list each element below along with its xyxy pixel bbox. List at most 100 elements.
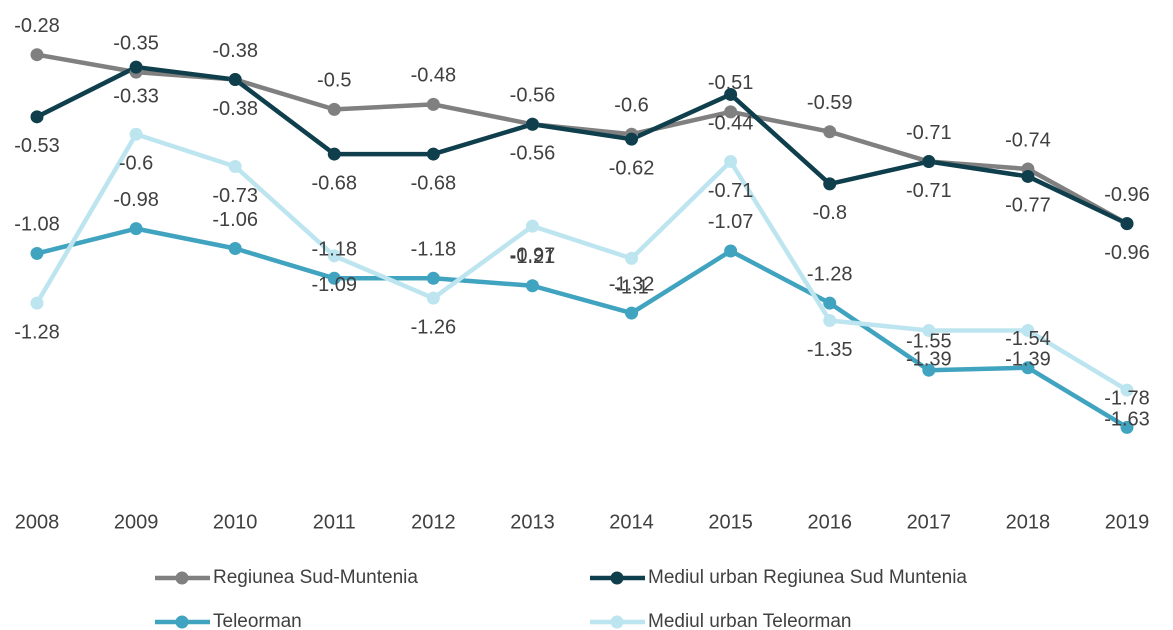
data-point xyxy=(724,105,738,119)
data-point xyxy=(30,246,44,260)
data-point xyxy=(724,244,738,258)
data-label: -1.35 xyxy=(807,339,853,361)
series-line xyxy=(36,52,1129,226)
data-label: -0.77 xyxy=(1005,195,1051,217)
data-label: -1.55 xyxy=(906,330,952,352)
data-label: -1.26 xyxy=(411,316,457,338)
data-label: -0.62 xyxy=(609,157,655,179)
data-label: -0.53 xyxy=(14,135,60,157)
data-label: -0.33 xyxy=(113,85,159,107)
data-label: -0.73 xyxy=(212,185,258,207)
data-point xyxy=(426,97,440,111)
data-label: -1.08 xyxy=(14,214,60,236)
data-point xyxy=(228,241,242,255)
data-label: -0.5 xyxy=(317,70,351,92)
data-label: -1.18 xyxy=(311,239,357,261)
legend-marker xyxy=(610,571,624,585)
data-point xyxy=(922,155,936,169)
series-line xyxy=(36,226,1129,430)
data-label: -0.44 xyxy=(708,113,754,135)
x-tick-label: 2013 xyxy=(510,511,555,533)
data-label: -0.48 xyxy=(411,65,457,87)
x-tick-label: 2017 xyxy=(907,511,952,533)
data-point xyxy=(426,271,440,285)
data-label: -0.68 xyxy=(411,172,457,194)
x-tick-label: 2011 xyxy=(313,511,356,533)
data-point xyxy=(327,249,341,263)
x-tick-label: 2012 xyxy=(411,511,456,533)
data-label: -1.78 xyxy=(1104,388,1150,410)
data-point xyxy=(724,155,738,169)
data-label: -0.56 xyxy=(510,85,556,107)
data-label: -0.38 xyxy=(212,98,258,120)
data-label: -1.28 xyxy=(807,263,853,285)
legend-marker xyxy=(175,615,189,629)
data-label: -0.28 xyxy=(14,15,60,37)
data-label: -0.96 xyxy=(1104,184,1150,206)
data-label: -0.71 xyxy=(906,180,952,202)
data-point xyxy=(525,279,539,293)
x-tick-label: 2008 xyxy=(15,511,60,533)
data-label: -0.74 xyxy=(1005,129,1051,151)
data-point xyxy=(724,87,738,101)
data-point xyxy=(1021,323,1035,337)
data-label: -0.97 xyxy=(510,244,556,266)
data-point xyxy=(30,48,44,62)
data-point xyxy=(1021,169,1035,183)
data-point xyxy=(625,132,639,146)
x-tick-label: 2016 xyxy=(807,511,852,533)
data-point xyxy=(823,314,837,328)
data-label: -1.39 xyxy=(1005,349,1051,371)
x-tick-label: 2010 xyxy=(213,511,258,533)
data-point xyxy=(228,160,242,174)
data-point xyxy=(129,222,143,236)
data-point xyxy=(228,73,242,87)
x-tick-label: 2019 xyxy=(1105,511,1150,533)
data-point xyxy=(525,117,539,131)
legend-marker xyxy=(610,615,624,629)
legend-label: Teleorman xyxy=(213,611,302,630)
data-point xyxy=(625,306,639,320)
data-point xyxy=(426,147,440,161)
series-line xyxy=(35,131,1129,393)
data-label: -0.71 xyxy=(708,180,754,202)
data-label: -1.63 xyxy=(1104,408,1150,430)
data-label: -0.6 xyxy=(119,152,153,174)
legend-label: Mediul urban Regiunea Sud Muntenia xyxy=(648,567,967,588)
data-label: -0.6 xyxy=(614,94,648,116)
legend-item: Mediul urban Teleorman xyxy=(590,611,852,630)
x-tick-label: 2018 xyxy=(1006,511,1051,533)
data-point xyxy=(1120,383,1134,397)
data-label: -0.51 xyxy=(708,72,754,94)
data-label: -0.35 xyxy=(113,32,159,54)
legend-label: Mediul urban Teleorman xyxy=(648,611,852,630)
legend-item: Regiunea Sud-Muntenia xyxy=(155,567,418,588)
data-point xyxy=(30,110,44,124)
data-label: -1.07 xyxy=(708,211,754,233)
series-line xyxy=(35,64,1128,226)
data-label: -0.96 xyxy=(1104,242,1150,264)
data-label: -1.1 xyxy=(614,277,648,299)
data-label: -1.09 xyxy=(311,274,357,296)
data-point xyxy=(922,363,936,377)
data-label: -0.68 xyxy=(311,172,357,194)
data-point xyxy=(327,147,341,161)
data-label: -1.28 xyxy=(14,321,60,343)
data-point xyxy=(129,127,143,141)
legend-item: Teleorman xyxy=(155,611,302,630)
data-label: -1.18 xyxy=(411,239,457,261)
data-label: -0.8 xyxy=(812,202,846,224)
data-label: -1.54 xyxy=(1005,328,1051,350)
data-label: -0.71 xyxy=(906,122,952,144)
data-point xyxy=(327,102,341,116)
data-point xyxy=(823,177,837,191)
x-tick-label: 2009 xyxy=(114,511,159,533)
data-label: -0.38 xyxy=(212,40,258,62)
x-tick-label: 2015 xyxy=(708,511,753,533)
legend-label: Regiunea Sud-Muntenia xyxy=(213,567,418,588)
data-label: -1.39 xyxy=(906,349,952,371)
data-point xyxy=(1120,420,1134,434)
data-point xyxy=(922,323,936,337)
data-point xyxy=(525,219,539,233)
